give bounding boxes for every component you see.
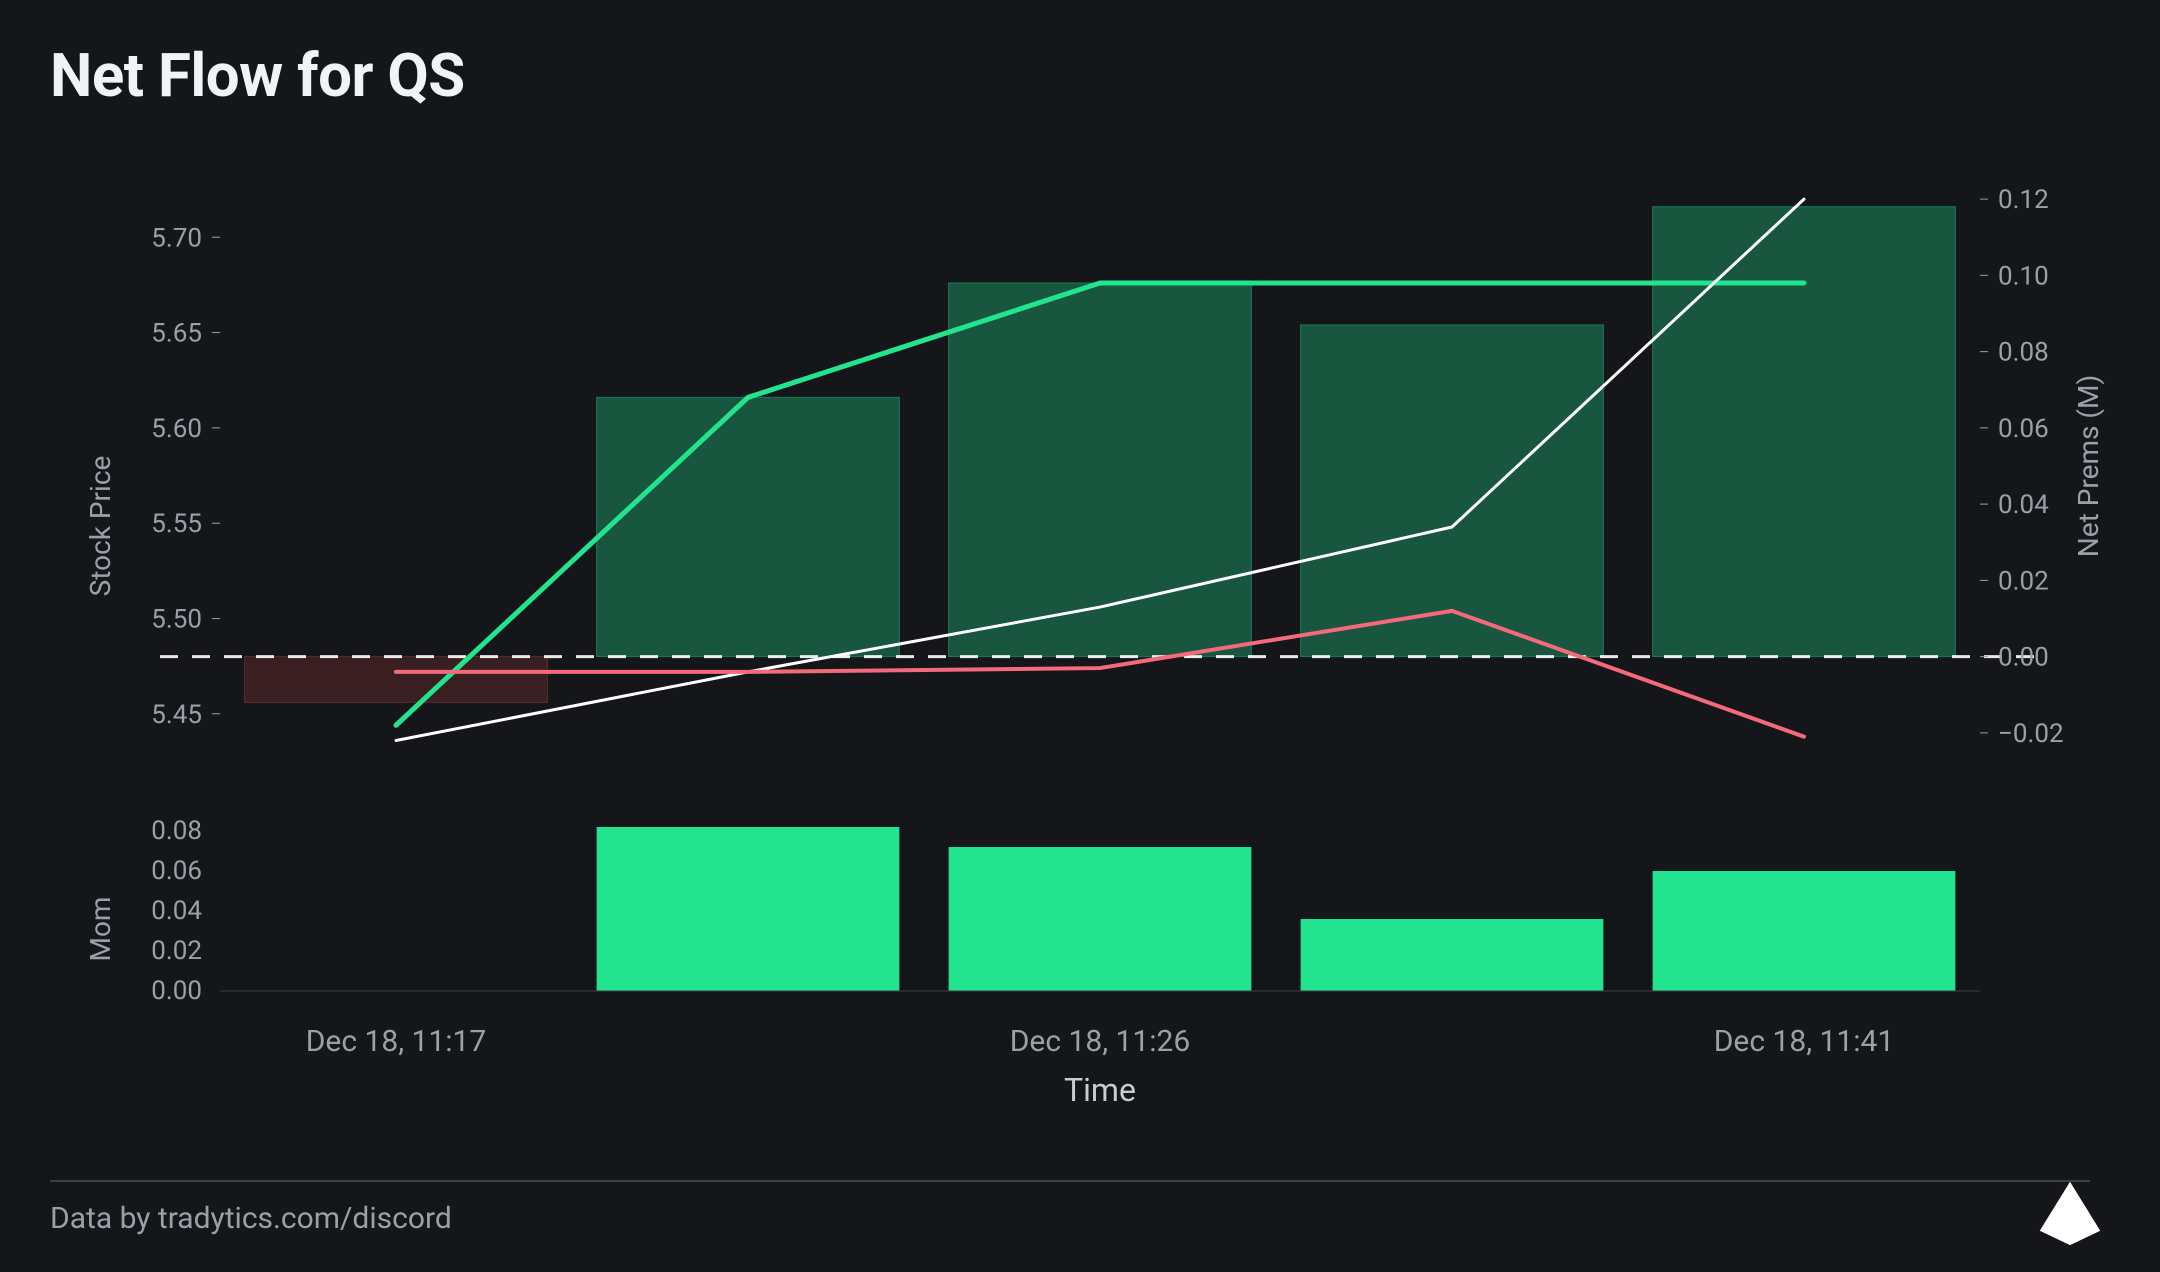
left-axis-tick: 5.70 [151,223,202,253]
left-axis-tick: 5.65 [151,319,202,349]
mom-bar [1653,871,1956,991]
right-axis-tick: 0.12 [1998,185,2049,215]
left-axis-tick: 5.45 [151,700,202,730]
net-prems-bar [1301,325,1604,657]
right-axis-tick: −0.02 [1998,719,2064,749]
chart-svg: 5.45 5.50 5.55 5.60 5.65 5.70 Stock Price −0.02… [50,131,2110,1161]
x-axis-tick: Dec 18, 11:41 [1714,1024,1895,1059]
right-axis-tick: 0.04 [1998,490,2049,520]
right-axis-tick: 0.00 [1998,643,2049,673]
mom-bar [1301,919,1604,991]
x-axis-title: Time [1064,1071,1136,1109]
mom-axis-tick: 0.06 [151,856,202,886]
left-axis-label: Stock Price [84,456,117,597]
left-axis-tick: 5.60 [151,414,202,444]
right-axis-tick: 0.06 [1998,414,2049,444]
brand-logo-icon [2034,1176,2106,1248]
right-axis-tick: 0.08 [1998,338,2049,368]
mom-axis-tick: 0.00 [151,976,202,1006]
mom-axis-tick: 0.02 [151,936,202,966]
left-axis-tick: 5.50 [151,605,202,635]
x-axis-tick: Dec 18, 11:26 [1010,1024,1191,1059]
chart-area: 5.45 5.50 5.55 5.60 5.65 5.70 Stock Price −0.02… [50,131,2110,1161]
x-axis-tick: Dec 18, 11:17 [306,1024,487,1059]
mom-axis-label: Mom [84,897,117,962]
net-prems-bar [245,657,548,703]
mom-bar [949,847,1252,991]
right-axis-tick: 0.02 [1998,566,2049,596]
footer-attribution: Data by tradytics.com/discord [50,1201,452,1236]
net-prems-bar [1653,207,1956,657]
chart-title: Net Flow for QS [50,40,2110,111]
right-axis-label: Net Prems (M) [2072,375,2105,557]
mom-axis-tick: 0.08 [151,816,202,846]
mom-bar [597,827,900,991]
right-axis-tick: 0.10 [1998,261,2049,291]
left-axis-tick: 5.55 [151,509,202,539]
net-prems-bar [949,283,1252,657]
net-prems-bar [597,397,900,656]
footer-rule [50,1180,2090,1182]
mom-axis-tick: 0.04 [151,896,202,926]
